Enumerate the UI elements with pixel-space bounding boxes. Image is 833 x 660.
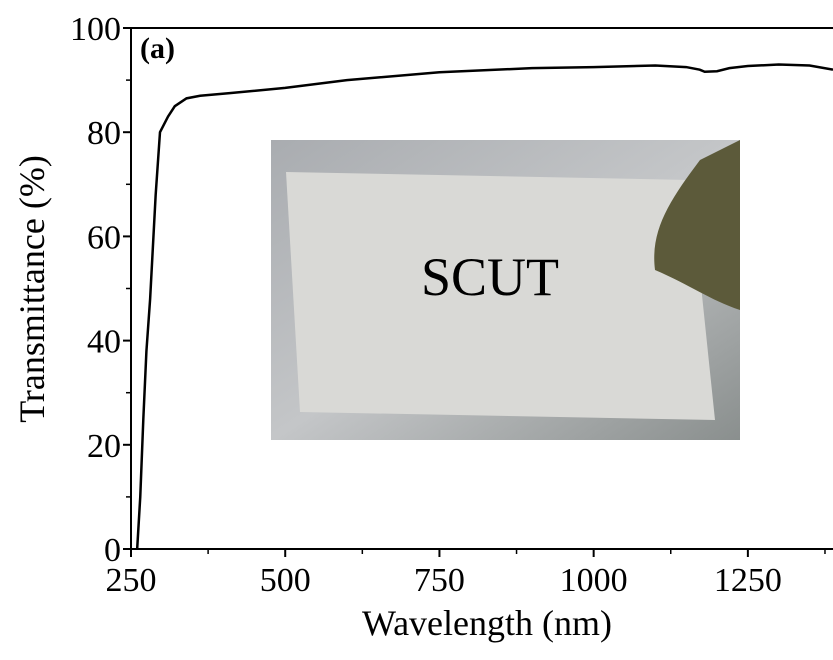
x-tick-label: 500 <box>260 562 311 599</box>
x-tick-label: 250 <box>106 562 157 599</box>
y-tick-label: 100 <box>70 11 121 48</box>
x-tick-label: 1000 <box>560 562 628 599</box>
y-tick-label: 40 <box>87 324 121 361</box>
x-tick-label: 1250 <box>714 562 782 599</box>
inset-text: SCUT <box>421 247 559 307</box>
y-tick-label: 80 <box>87 115 121 152</box>
x-tick-label: 750 <box>414 562 465 599</box>
y-axis-title: Transmittance (%) <box>12 155 52 423</box>
chart: SCUT (a) Wavelength (nm) Transmittance (… <box>0 0 833 655</box>
y-tick-label: 20 <box>87 428 121 465</box>
panel-label: (a) <box>140 32 175 65</box>
y-tick-label: 60 <box>87 219 121 256</box>
x-axis-title: Wavelength (nm) <box>362 603 612 643</box>
